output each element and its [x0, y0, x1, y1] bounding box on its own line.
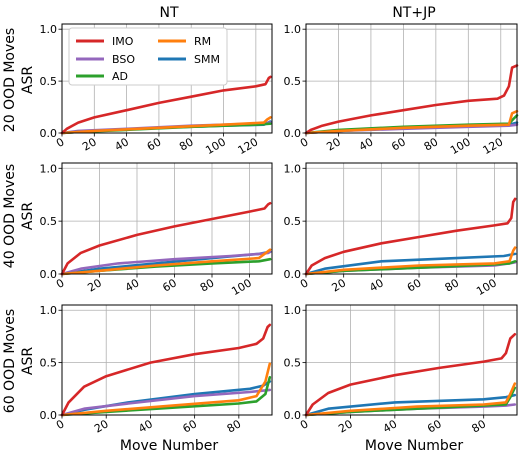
- axes-frame: [61, 23, 273, 134]
- y-tick-label: 1.0: [40, 304, 58, 317]
- y-tick-label: 1.0: [284, 23, 302, 36]
- x-tick-label: 80: [470, 417, 489, 435]
- x-tick-label: 40: [381, 417, 400, 435]
- series-line-smm: [304, 252, 517, 276]
- column-title-nt: NT: [159, 5, 178, 21]
- x-tick-label: 60: [181, 417, 200, 435]
- axes-frame: [61, 162, 273, 275]
- x-tick-label: 80: [225, 417, 244, 435]
- x-tick-label: 20: [85, 276, 104, 294]
- y-tick-label: 0.5: [40, 357, 58, 370]
- y-tick-label: 0.5: [40, 215, 58, 228]
- x-tick-label: 100: [203, 135, 228, 157]
- legend-label-imo: IMO: [112, 35, 134, 48]
- x-tick-label: 40: [123, 276, 142, 294]
- row-label-60: 60 OOD Moves: [2, 309, 18, 413]
- x-tick-label: 80: [422, 135, 441, 153]
- x-tick-label: 80: [198, 276, 217, 294]
- axes-frame: [61, 304, 273, 416]
- x-tick-label: 40: [367, 276, 386, 294]
- x-tick-label: 60: [389, 135, 408, 153]
- x-tick-label: 120: [236, 135, 261, 157]
- x-tick-label: 40: [112, 135, 131, 153]
- legend-label-bso: BSO: [112, 53, 135, 66]
- x-tick-label: 80: [177, 135, 196, 153]
- series-line-rm: [60, 248, 272, 276]
- y-tick-label: 0.5: [284, 215, 302, 228]
- ylabel-row1: ASR: [20, 66, 36, 94]
- y-tick-label: 1.0: [40, 162, 58, 175]
- x-tick-label: 60: [160, 276, 179, 294]
- y-tick-label: 0.0: [284, 127, 302, 140]
- x-tick-label: 100: [229, 276, 254, 298]
- y-tick-label: 0.5: [284, 357, 302, 370]
- y-tick-label: 1.0: [284, 304, 302, 317]
- y-tick-label: 0.0: [40, 409, 58, 422]
- row-label-40: 40 OOD Moves: [2, 164, 18, 268]
- series-line-imo: [60, 201, 272, 276]
- axes-frame: [305, 162, 518, 275]
- x-tick-label: 20: [324, 135, 343, 153]
- x-tick-label: 100: [448, 135, 473, 157]
- column-title-ntjp: NT+JP: [392, 5, 435, 21]
- axes-frame: [305, 23, 518, 134]
- y-tick-label: 0.5: [284, 75, 302, 88]
- series-line-imo: [304, 197, 517, 276]
- x-tick-label: 80: [443, 276, 462, 294]
- y-tick-label: 1.0: [284, 162, 302, 175]
- panel-row3-NTJP: 0 20 40 60 800.00.51.0: [284, 304, 518, 436]
- x-tick-label: 120: [481, 135, 506, 157]
- row-label-20: 20 OOD Moves: [2, 28, 18, 132]
- series-line-imo: [304, 64, 519, 135]
- legend-label-ad: AD: [112, 70, 128, 83]
- xlabel-ntjp: Move Number: [365, 438, 463, 454]
- ylabel-row3: ASR: [20, 347, 36, 375]
- x-tick-label: 100: [474, 276, 499, 298]
- xlabel-nt: Move Number: [120, 438, 218, 454]
- series-line-rm: [60, 362, 272, 417]
- legend-label-smm: SMM: [194, 53, 220, 66]
- axes-frame: [305, 304, 518, 416]
- y-tick-label: 0.0: [40, 127, 58, 140]
- x-tick-label: 20: [80, 135, 99, 153]
- legend-label-rm: RM: [194, 35, 211, 48]
- series-line-imo: [304, 332, 517, 417]
- x-tick-label: 40: [136, 417, 155, 435]
- series-line-imo: [60, 75, 272, 135]
- x-tick-label: 20: [330, 276, 349, 294]
- x-tick-label: 60: [405, 276, 424, 294]
- x-tick-label: 20: [336, 417, 355, 435]
- series-line-imo: [60, 323, 272, 417]
- series-line-rm: [304, 382, 517, 417]
- series-line-rm: [60, 116, 272, 135]
- y-tick-label: 0.0: [40, 268, 58, 281]
- legend-frame: [68, 27, 228, 86]
- x-tick-label: 40: [357, 135, 376, 153]
- series-line-rm: [304, 246, 517, 276]
- y-tick-label: 1.0: [40, 23, 58, 36]
- panel-row3-NT: 0 20 40 60 800.00.51.0: [40, 304, 273, 436]
- x-tick-label: 20: [92, 417, 111, 435]
- y-tick-label: 0.0: [284, 409, 302, 422]
- legend: IMO BSO AD RM SMM: [68, 27, 228, 86]
- series-line-bso: [60, 388, 272, 417]
- ylabel-row2: ASR: [20, 202, 36, 230]
- y-tick-label: 0.0: [284, 268, 302, 281]
- x-tick-label: 60: [425, 417, 444, 435]
- y-tick-label: 0.5: [40, 75, 58, 88]
- series-line-rm: [304, 109, 519, 135]
- x-tick-label: 60: [145, 135, 164, 153]
